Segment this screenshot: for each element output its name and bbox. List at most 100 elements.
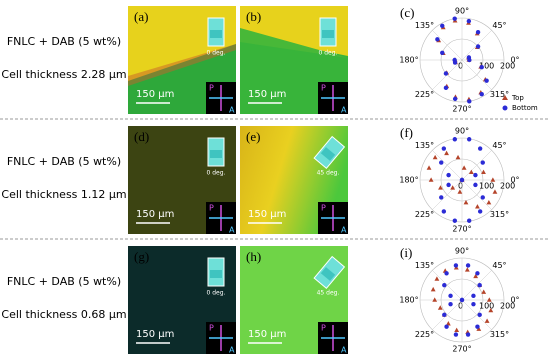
ana-label: A bbox=[341, 226, 347, 235]
top-marker bbox=[488, 307, 494, 313]
r-tick-label: 0 bbox=[458, 62, 463, 71]
inset-inner bbox=[210, 150, 222, 158]
top-marker bbox=[481, 289, 487, 294]
bottom-marker bbox=[480, 195, 485, 200]
angle-tick-label: 270° bbox=[452, 105, 471, 114]
texture bbox=[128, 44, 236, 86]
panel-label: (g) bbox=[134, 249, 149, 264]
top-marker bbox=[468, 169, 474, 174]
angle-inset bbox=[319, 17, 337, 47]
panel-label: (c) bbox=[400, 5, 414, 20]
scale-label: 150 μm bbox=[248, 89, 286, 100]
bottom-marker bbox=[466, 55, 472, 60]
pol-label: P bbox=[321, 84, 326, 93]
bottom-marker bbox=[484, 78, 489, 83]
micrograph: (d) 0 deg. P A 150 μm bbox=[128, 126, 236, 235]
micrograph: (a) 0 deg. P A 150 μm bbox=[128, 6, 236, 115]
top-marker bbox=[490, 177, 496, 182]
bottom-marker bbox=[440, 50, 445, 56]
thickness-label: Cell thickness 2.28 μm bbox=[1, 68, 126, 81]
angle-inset bbox=[207, 17, 225, 47]
grid-spoke bbox=[432, 299, 463, 330]
bottom-marker bbox=[452, 16, 457, 21]
pol-label: P bbox=[321, 204, 326, 213]
bottom-marker bbox=[446, 182, 451, 188]
inset-inner bbox=[210, 30, 222, 38]
panel-label: (e) bbox=[246, 129, 260, 144]
bottom-marker bbox=[439, 195, 444, 200]
r-tick-label: 200 bbox=[500, 302, 515, 311]
top-marker bbox=[437, 305, 443, 310]
ana-label: A bbox=[229, 106, 235, 115]
top-marker bbox=[484, 318, 490, 323]
angle-tick-label: 0° bbox=[510, 176, 519, 185]
r-tick-label: 100 bbox=[479, 182, 494, 191]
top-marker bbox=[428, 177, 434, 182]
bottom-marker bbox=[459, 297, 465, 303]
inset-inner bbox=[210, 270, 222, 278]
bottom-marker bbox=[443, 85, 449, 91]
angle-label: 0 deg. bbox=[207, 50, 226, 57]
bottom-marker bbox=[444, 271, 449, 276]
inset-inner bbox=[320, 267, 336, 281]
angle-tick-label: 270° bbox=[452, 225, 471, 234]
sample-label: FNLC + DAB (5 wt%) bbox=[7, 275, 121, 288]
angle-tick-label: 225° bbox=[415, 210, 434, 219]
bottom-marker bbox=[448, 301, 453, 307]
bottom-marker bbox=[475, 29, 481, 35]
panel-label: (b) bbox=[246, 9, 261, 24]
inset-inner bbox=[322, 30, 334, 38]
grid-spoke bbox=[461, 59, 492, 90]
angle-tick-label: 90° bbox=[455, 127, 469, 136]
top-marker bbox=[463, 199, 469, 205]
angle-tick-label: 180° bbox=[399, 296, 418, 305]
bottom-marker bbox=[475, 271, 480, 276]
r-tick-label: 0 bbox=[458, 302, 463, 311]
angle-tick-label: 45° bbox=[492, 261, 506, 270]
top-marker bbox=[438, 185, 443, 190]
legend-label: Top bbox=[511, 94, 524, 102]
panel-label: (f) bbox=[400, 125, 413, 140]
bottom-marker bbox=[471, 293, 476, 299]
bottom-marker bbox=[477, 282, 482, 288]
inset-inner bbox=[320, 147, 336, 161]
bottom-marker bbox=[477, 146, 483, 151]
scale-label: 150 μm bbox=[248, 329, 286, 340]
legend-marker bbox=[502, 105, 508, 111]
angle-label: 0 deg. bbox=[207, 290, 226, 297]
angle-tick-label: 90° bbox=[455, 7, 469, 16]
bottom-marker bbox=[448, 293, 453, 299]
top-marker bbox=[430, 286, 436, 292]
angle-tick-label: 0° bbox=[510, 296, 519, 305]
scale-label: 150 μm bbox=[136, 89, 174, 100]
angle-tick-label: 315° bbox=[490, 90, 509, 99]
pol-label: P bbox=[209, 84, 214, 93]
top-marker bbox=[454, 327, 460, 332]
top-marker bbox=[445, 321, 451, 326]
sample-label: FNLC + DAB (5 wt%) bbox=[7, 155, 121, 168]
angle-tick-label: 225° bbox=[415, 330, 434, 339]
angle-inset bbox=[207, 137, 225, 167]
top-marker bbox=[486, 297, 492, 302]
top-marker bbox=[432, 297, 438, 302]
micrograph: (g) 0 deg. P A 150 μm bbox=[128, 246, 236, 355]
top-marker bbox=[444, 150, 449, 156]
angle-tick-label: 135° bbox=[415, 21, 434, 30]
thickness-label: Cell thickness 0.68 μm bbox=[1, 308, 126, 321]
ana-label: A bbox=[229, 346, 235, 355]
angle-tick-label: 135° bbox=[415, 141, 434, 150]
bottom-marker bbox=[465, 332, 471, 337]
bottom-marker bbox=[479, 64, 484, 70]
angle-label: 45 deg. bbox=[317, 290, 340, 297]
bottom-marker bbox=[442, 312, 447, 318]
bottom-marker bbox=[466, 137, 472, 142]
r-tick-label: 0 bbox=[458, 182, 463, 191]
angle-tick-label: 225° bbox=[415, 90, 434, 99]
angle-label: 45 deg. bbox=[317, 170, 340, 177]
panel-label: (h) bbox=[246, 249, 261, 264]
r-tick-label: 100 bbox=[479, 62, 494, 71]
bottom-marker bbox=[446, 172, 451, 178]
bottom-marker bbox=[444, 324, 449, 329]
bottom-marker bbox=[439, 160, 444, 165]
grid-spoke bbox=[461, 299, 492, 330]
